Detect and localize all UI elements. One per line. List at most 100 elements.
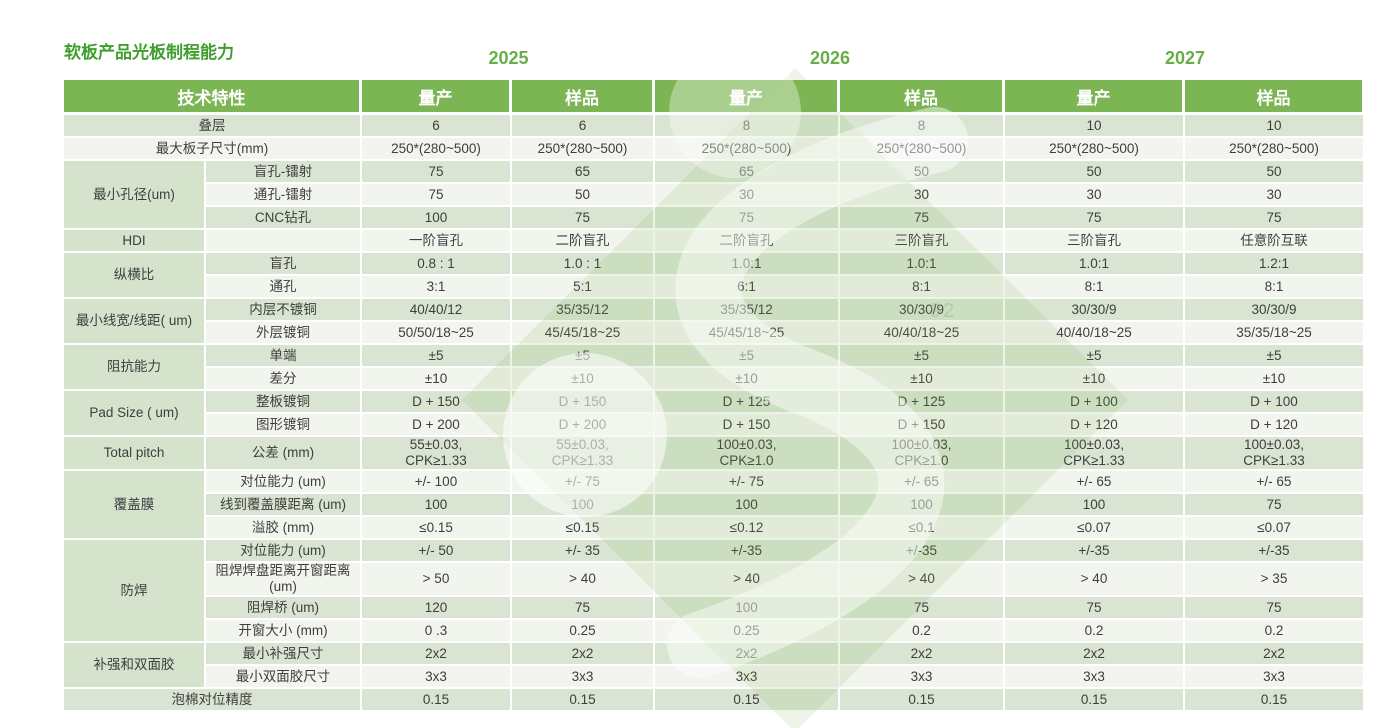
row-label: 叠层 xyxy=(64,115,362,138)
cell-value: 30/30/9 xyxy=(1005,299,1185,322)
header-2026-massprod: 量产 xyxy=(655,80,840,115)
cell-value: 75 xyxy=(362,161,512,184)
cell-value: 任意阶互联 xyxy=(1185,230,1365,253)
table-row: 泡棉对位精度 0.15 0.15 0.15 0.15 0.15 0.15 xyxy=(64,689,1365,712)
cell-value: 2x2 xyxy=(512,643,655,666)
cell-value: ≤0.15 xyxy=(362,517,512,540)
cell-value: 100 xyxy=(655,494,840,517)
sub-label: 盲孔 xyxy=(206,253,362,276)
table-row: 阻抗能力 单端 ±5 ±5 ±5 ±5 ±5 ±5 xyxy=(64,345,1365,391)
cell-value: D + 200 xyxy=(362,414,512,437)
cell-value: 8 xyxy=(840,115,1005,138)
cell-value: 3x3 xyxy=(512,666,655,689)
cell-value: 2x2 xyxy=(1005,643,1185,666)
capability-table: 技术特性 量产 样品 量产 样品 量产 样品 叠层 6 6 8 8 10 10 最大板子尺寸(… xyxy=(64,80,1365,712)
cell-value: 75 xyxy=(840,207,1005,230)
cell-value: 100 xyxy=(840,494,1005,517)
cell-value: 250*(280~500) xyxy=(362,138,512,161)
sub-label: 整板镀铜 xyxy=(206,391,362,414)
sub-label: 通孔-镭射 xyxy=(206,184,362,207)
cell-value: 1.0:1 xyxy=(1005,253,1185,276)
cell-value: ±10 xyxy=(840,368,1005,391)
table-row: 最小双面胶尺寸 3x3 3x3 3x3 3x3 3x3 3x3 xyxy=(64,666,1365,689)
header-feature: 技术特性 xyxy=(64,80,362,115)
group-label: 纵横比 xyxy=(64,253,206,299)
group-label: 覆盖膜 xyxy=(64,471,206,540)
cell-value: +/- 65 xyxy=(840,471,1005,494)
cell-value: 100 xyxy=(512,494,655,517)
group-label: 补强和双面胶 xyxy=(64,643,206,689)
cell-value: 8:1 xyxy=(1185,276,1365,299)
capability-table-body: 叠层 6 6 8 8 10 10 最大板子尺寸(mm) 250*(280~500) 250*(28… xyxy=(64,115,1365,712)
table-row: 通孔-镭射 75 50 30 30 30 30 xyxy=(64,184,1365,207)
cell-value: 75 xyxy=(1005,597,1185,620)
cell-value: +/-35 xyxy=(1005,540,1185,563)
header-row: 技术特性 量产 样品 量产 样品 量产 样品 xyxy=(64,80,1365,115)
cell-value: > 40 xyxy=(512,563,655,597)
cell-value: 35/35/12 xyxy=(655,299,840,322)
cell-value: 75 xyxy=(362,184,512,207)
cell-value: 10 xyxy=(1185,115,1365,138)
cell-value: 0.2 xyxy=(1185,620,1365,643)
cell-value: 1.0:1 xyxy=(840,253,1005,276)
group-label: 防焊 xyxy=(64,540,206,643)
sub-label: 单端 xyxy=(206,345,362,368)
cell-value: +/-35 xyxy=(1185,540,1365,563)
cell-value: +/- 65 xyxy=(1005,471,1185,494)
cell-value: 3x3 xyxy=(840,666,1005,689)
sub-label xyxy=(206,230,362,253)
sub-label: 内层不镀铜 xyxy=(206,299,362,322)
table-row: 差分 ±10 ±10 ±10 ±10 ±10 ±10 xyxy=(64,368,1365,391)
header-2025-sample: 样品 xyxy=(512,80,655,115)
row-label: 泡棉对位精度 xyxy=(64,689,362,712)
sub-label: 通孔 xyxy=(206,276,362,299)
table-row: CNC钻孔 100 75 75 75 75 75 xyxy=(64,207,1365,230)
cell-value: 3x3 xyxy=(1005,666,1185,689)
cell-value: 100±0.03, CPK≥1.0 xyxy=(655,437,840,471)
cell-value: D + 125 xyxy=(840,391,1005,414)
cell-value: D + 200 xyxy=(512,414,655,437)
cell-value: ±5 xyxy=(840,345,1005,368)
table-row: HDI 一阶盲孔 二阶盲孔 二阶盲孔 三阶盲孔 三阶盲孔 任意阶互联 xyxy=(64,230,1365,253)
cell-value: 2x2 xyxy=(840,643,1005,666)
table-row: 阻焊焊盘距离开窗距离 (um) > 50 > 40 > 40 > 40 > 40 > 35 xyxy=(64,563,1365,597)
cell-value: 0.15 xyxy=(1185,689,1365,712)
cell-value: 0.15 xyxy=(362,689,512,712)
table-row: 图形镀铜 D + 200 D + 200 D + 150 D + 150 D + 120 D… xyxy=(64,414,1365,437)
cell-value: > 40 xyxy=(1005,563,1185,597)
cell-value: 10 xyxy=(1005,115,1185,138)
sub-label: 盲孔-镭射 xyxy=(206,161,362,184)
cell-value: ≤0.1 xyxy=(840,517,1005,540)
table-row: Total pitch 公差 (mm) 55±0.03, CPK≥1.33 55±0.… xyxy=(64,437,1365,471)
cell-value: 50 xyxy=(512,184,655,207)
header-2026-sample: 样品 xyxy=(840,80,1005,115)
table-row: 覆盖膜 对位能力 (um) +/- 100 +/- 75 +/- 75 +/- 65 +/-… xyxy=(64,471,1365,540)
cell-value: 三阶盲孔 xyxy=(1005,230,1185,253)
cell-value: 50 xyxy=(840,161,1005,184)
group-label: Total pitch xyxy=(64,437,206,471)
cell-value: 100±0.03, CPK≥1.33 xyxy=(1185,437,1365,471)
cell-value: 250*(280~500) xyxy=(512,138,655,161)
cell-value: +/- 35 xyxy=(512,540,655,563)
cell-value: 50 xyxy=(1185,161,1365,184)
cell-value: 5:1 xyxy=(512,276,655,299)
group-label: Pad Size ( um) xyxy=(64,391,206,437)
cell-value: 100 xyxy=(362,207,512,230)
cell-value: +/-35 xyxy=(655,540,840,563)
sub-label: 开窗大小 (mm) xyxy=(206,620,362,643)
cell-value: ±5 xyxy=(1005,345,1185,368)
cell-value: ±10 xyxy=(512,368,655,391)
cell-value: ±10 xyxy=(1005,368,1185,391)
cell-value: 二阶盲孔 xyxy=(655,230,840,253)
year-label-2025: 2025 xyxy=(488,48,529,68)
cell-value: 100 xyxy=(1005,494,1185,517)
cell-value: D + 150 xyxy=(840,414,1005,437)
cell-value: 250*(280~500) xyxy=(1005,138,1185,161)
cell-value: 250*(280~500) xyxy=(1185,138,1365,161)
cell-value: 75 xyxy=(512,597,655,620)
sub-label: 对位能力 (um) xyxy=(206,540,362,563)
cell-value: 100±0.03, CPK≥1.0 xyxy=(840,437,1005,471)
cell-value: 120 xyxy=(362,597,512,620)
cell-value: D + 100 xyxy=(1005,391,1185,414)
